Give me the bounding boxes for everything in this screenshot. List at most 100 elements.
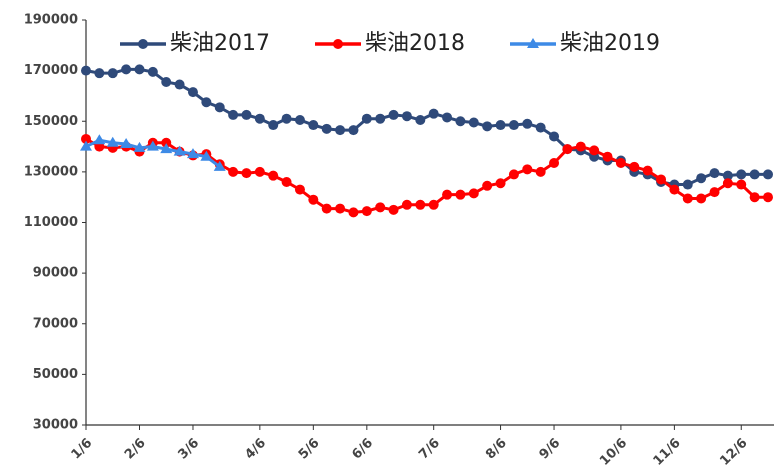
data-point — [508, 120, 519, 131]
data-point — [146, 140, 159, 151]
data-point — [722, 170, 733, 181]
data-point — [94, 68, 105, 79]
data-point — [696, 173, 707, 184]
data-point — [121, 64, 132, 75]
data-point — [201, 97, 212, 108]
data-point — [147, 66, 158, 77]
data-point — [214, 102, 225, 113]
x-tick-label: 12/6 — [717, 436, 750, 469]
data-point — [81, 65, 91, 76]
data-point — [642, 165, 653, 176]
data-point — [81, 133, 91, 144]
data-point — [93, 134, 106, 145]
data-point — [241, 168, 252, 179]
data-point — [495, 120, 506, 131]
data-point — [549, 131, 560, 142]
data-point — [254, 166, 265, 177]
data-point — [348, 125, 359, 136]
data-point — [361, 206, 372, 217]
data-point — [281, 177, 292, 187]
y-tick-label: 110000 — [24, 215, 78, 230]
x-tick-label: 4/6 — [242, 436, 269, 463]
data-point — [763, 192, 773, 203]
data-point — [335, 125, 346, 136]
y-tick-label: 50000 — [33, 367, 78, 382]
data-point — [669, 184, 680, 195]
data-point — [161, 77, 172, 88]
data-point — [736, 179, 747, 190]
data-point — [375, 202, 386, 213]
y-tick-label: 190000 — [24, 13, 78, 28]
data-point — [213, 160, 226, 171]
data-point — [160, 143, 173, 154]
data-point — [187, 87, 198, 98]
data-point — [468, 188, 479, 199]
data-point — [80, 140, 92, 151]
x-tick-label: 7/6 — [416, 436, 443, 463]
data-point — [428, 199, 439, 210]
data-point — [388, 204, 399, 215]
data-point — [696, 193, 707, 204]
legend-marker — [138, 39, 148, 49]
data-point — [482, 121, 493, 132]
data-point — [174, 79, 185, 90]
data-point — [268, 170, 279, 181]
y-tick-label: 130000 — [24, 164, 78, 179]
data-point — [455, 116, 466, 127]
data-point — [161, 137, 172, 148]
series-line — [85, 67, 768, 187]
data-point — [294, 114, 305, 125]
data-point — [375, 113, 386, 124]
data-point — [228, 109, 239, 120]
data-point — [173, 145, 186, 156]
data-point — [482, 180, 493, 191]
data-point — [682, 179, 693, 190]
data-point — [535, 122, 546, 133]
data-point — [535, 166, 546, 177]
data-point — [656, 174, 667, 185]
x-tick-label: 10/6 — [597, 436, 630, 469]
data-point — [401, 111, 412, 122]
y-tick-label: 30000 — [33, 418, 78, 433]
legend-marker — [333, 39, 343, 49]
legend-marker — [527, 38, 539, 48]
data-point — [442, 112, 453, 123]
x-tick-label: 8/6 — [483, 436, 510, 463]
data-point — [442, 189, 453, 200]
data-point — [133, 141, 146, 152]
data-point — [294, 184, 305, 195]
data-point — [602, 151, 613, 162]
data-point — [709, 168, 720, 179]
data-point — [415, 114, 426, 125]
data-point — [107, 68, 118, 79]
data-point — [763, 169, 773, 180]
x-tick-label: 5/6 — [296, 436, 323, 463]
data-point — [749, 192, 760, 203]
data-point — [200, 150, 213, 161]
data-point — [736, 169, 747, 180]
data-point — [134, 64, 145, 75]
data-point — [335, 203, 346, 214]
data-point — [508, 169, 519, 180]
data-point — [749, 169, 760, 180]
data-point — [120, 138, 133, 149]
data-point — [254, 113, 265, 124]
data-point — [348, 207, 359, 218]
y-tick-label: 90000 — [33, 266, 78, 281]
data-point — [589, 145, 600, 156]
data-point — [388, 109, 399, 120]
series-line — [85, 137, 768, 214]
data-point — [268, 120, 279, 131]
data-point — [495, 178, 506, 189]
x-tick-label: 11/6 — [651, 436, 684, 469]
x-tick-label: 2/6 — [122, 436, 149, 463]
data-point — [308, 120, 319, 131]
legend-label: 柴油2018 — [365, 31, 465, 56]
data-point — [629, 161, 640, 172]
data-point — [575, 141, 586, 152]
data-point — [415, 199, 426, 210]
y-tick-label: 70000 — [33, 316, 78, 331]
data-point — [308, 194, 319, 205]
data-point — [361, 113, 372, 124]
